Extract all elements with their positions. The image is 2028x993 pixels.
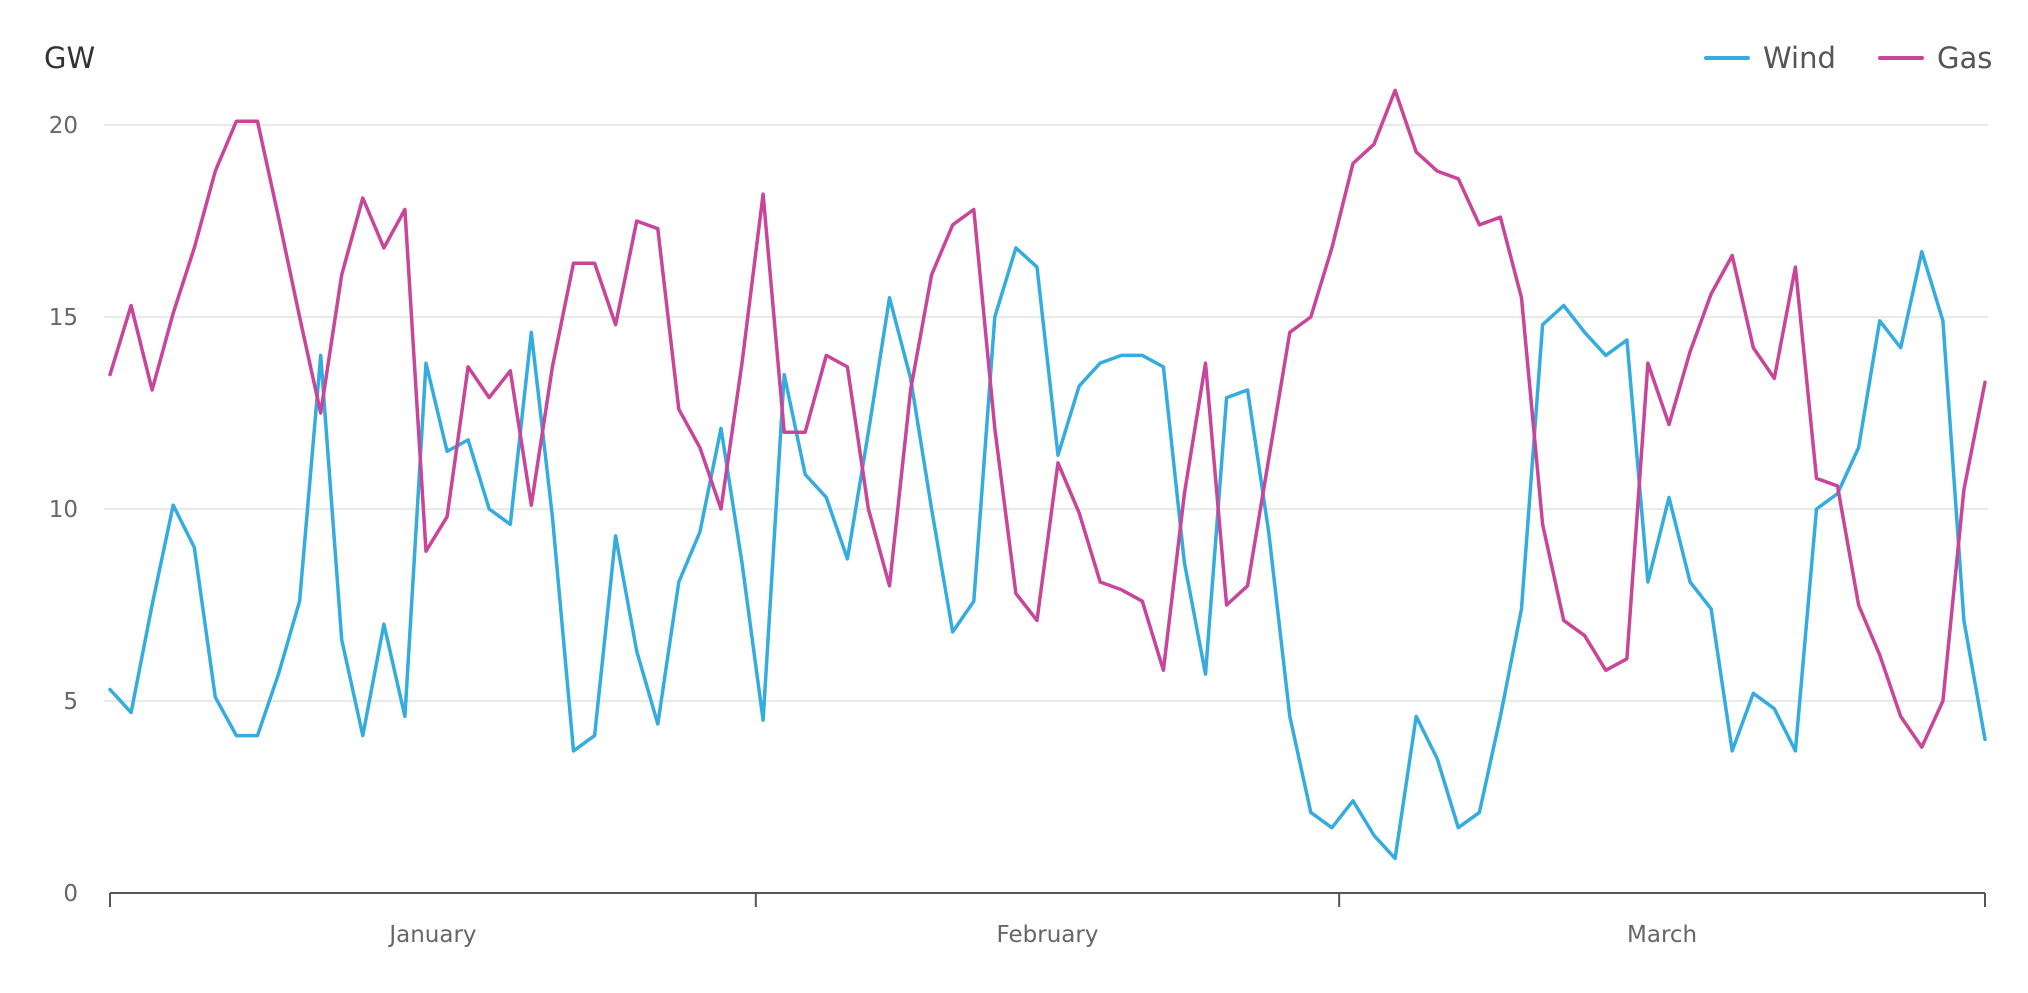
series-line-wind xyxy=(108,246,1987,861)
y-unit-label: GW xyxy=(44,41,95,75)
series-line-gas xyxy=(108,88,1987,749)
legend: Wind Gas xyxy=(1704,41,1992,75)
month-label-january: January xyxy=(387,922,476,948)
y-tick-label-10: 10 xyxy=(49,497,78,523)
legend-label-gas: Gas xyxy=(1937,41,1992,75)
month-label-february: February xyxy=(997,922,1099,948)
y-axis-ticks: 0 5 10 15 20 xyxy=(49,113,78,907)
y-tick-label-5: 5 xyxy=(63,689,78,715)
series-lines xyxy=(108,88,1987,861)
y-tick-label-20: 20 xyxy=(49,113,78,139)
x-axis xyxy=(109,892,1986,907)
gridlines xyxy=(104,124,1988,702)
month-label-march: March xyxy=(1627,922,1697,948)
y-tick-label-0: 0 xyxy=(63,881,78,907)
y-tick-label-15: 15 xyxy=(49,305,78,331)
legend-label-wind: Wind xyxy=(1763,41,1836,75)
month-labels: January February March xyxy=(387,922,1697,948)
